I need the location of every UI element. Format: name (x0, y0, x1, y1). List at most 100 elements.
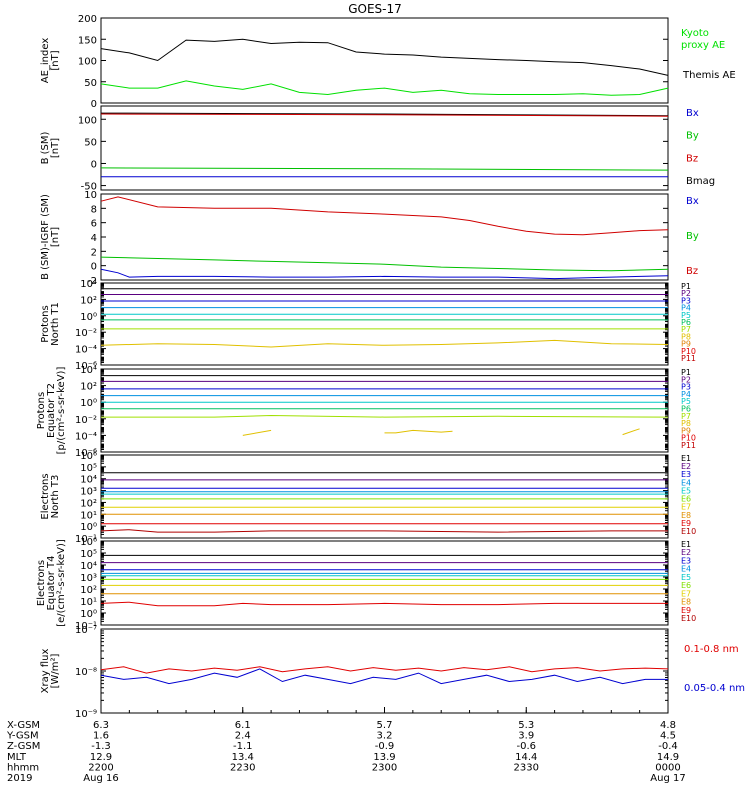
y-tick-label: 100 (78, 115, 97, 126)
x-row-label: Y-GSM (6, 731, 39, 742)
x-tick-value: 13.9 (373, 752, 395, 763)
series-line-bmag (100, 112, 669, 117)
x-tick-value: 3.9 (518, 731, 534, 742)
series-line-by (100, 256, 669, 272)
y-axis-label: [e/(cm²-s-sr-keV)] (56, 539, 67, 627)
legend-item: P5 (681, 397, 691, 406)
y-axis-label: Xray flux (40, 649, 51, 694)
y-axis-label: [nT] (50, 227, 61, 247)
y-tick-label: 10⁰ (80, 609, 97, 620)
y-tick-label: 0 (91, 99, 97, 110)
x-tick-value: 6.1 (235, 720, 251, 731)
x-tick-value: 13.4 (232, 752, 254, 763)
legend-item: E1 (681, 454, 691, 463)
panel-bdiff: 10 8 6 4 2 0 -2 B (SM)-IGRF (SM) [nT] Bx By Bz (40, 190, 699, 287)
y-tick-label: 4 (91, 233, 97, 244)
y-tick-label: 10³ (80, 487, 97, 498)
legend-item: Bx (686, 196, 699, 207)
y-tick-label: 10⁶ (80, 537, 97, 548)
legend-item: E1 (681, 540, 691, 549)
legend-item: E10 (681, 527, 696, 536)
y-tick-label: 10⁰ (80, 522, 97, 533)
legend-item: By (686, 231, 699, 242)
legend-item: Kyoto (681, 28, 709, 39)
x-tick-value: 2300 (372, 762, 397, 773)
legend-item: Bz (686, 266, 698, 277)
legend-item: P11 (681, 441, 696, 450)
y-tick-label: 10⁵ (80, 463, 97, 474)
y-tick-label: 10⁴ (80, 365, 97, 376)
x-tick-value: 14.9 (657, 752, 679, 763)
y-tick-label: 10⁻² (75, 328, 97, 339)
x-tick-value: -0.6 (516, 741, 536, 752)
series-line-bz (100, 113, 669, 117)
panel-frame (100, 17, 669, 104)
y-tick-label: 10² (80, 295, 97, 306)
x-tick-value: 4.8 (660, 720, 676, 731)
series-line-by (100, 167, 669, 171)
legend-item: E5 (681, 486, 691, 495)
x-tick-value: -0.9 (375, 741, 395, 752)
y-tick-label: 150 (78, 35, 97, 46)
y-tick-label: 10⁻⁶ (75, 448, 97, 459)
legend-item: P1 (681, 368, 691, 377)
legend-item: P9 (681, 340, 691, 349)
series-line-p7 (101, 414, 669, 418)
y-tick-label: -2 (87, 276, 97, 287)
panel-frame (100, 193, 669, 281)
x-tick-value: 1.6 (93, 731, 109, 742)
x-tick-value: Aug 16 (83, 773, 118, 784)
x-row-label: 2019 (7, 773, 32, 784)
x-row-label: X-GSM (7, 720, 40, 731)
legend-item: proxy AE (681, 40, 725, 51)
y-tick-label: 0 (91, 262, 97, 273)
y-axis-label: B (SM)-IGRF (SM) (40, 194, 51, 280)
y-axis-label: [W/m²] (50, 653, 61, 688)
panel-frame (100, 282, 669, 366)
y-axis-label: Equator T4 (46, 556, 57, 611)
panel-xray: 10⁻⁷ 10⁻⁸ 10⁻⁹ Xray flux [W/m²] 0.1-0.8 nm 0.0… (40, 625, 745, 720)
y-tick-label: 10 (84, 190, 97, 201)
x-tick-value: -0.4 (658, 741, 678, 752)
legend-item: P3 (681, 296, 691, 305)
legend-item: P10 (681, 434, 696, 443)
series-line-bz (100, 196, 669, 236)
x-tick-value: 12.9 (90, 752, 112, 763)
legend-item: P2 (681, 289, 691, 298)
x-tick-value: 4.5 (660, 731, 676, 742)
panel-frame (100, 454, 669, 539)
y-tick-label: 10⁴ (80, 475, 97, 486)
x-tick-value: 14.4 (515, 752, 537, 763)
x-tick-value: 2200 (88, 762, 113, 773)
panel-pe: 10⁴ 10² 10⁰ 10⁻² 10⁻⁴ 10⁻⁶ Protons Equator T2 [p… (36, 365, 696, 459)
x-tick-value: 2330 (514, 762, 539, 773)
x-row-label: MLT (7, 752, 27, 763)
legend-item: E4 (681, 478, 691, 487)
legend-item: Bx (686, 108, 699, 119)
legend-item: By (686, 131, 699, 142)
y-tick-label: 10⁻⁴ (75, 431, 97, 442)
series-line-p8 (100, 339, 669, 348)
legend-item: E7 (681, 589, 691, 598)
y-axis-label: North T1 (50, 302, 61, 346)
x-tick-value: Aug 17 (650, 773, 685, 784)
y-tick-label: 10⁻¹ (75, 621, 97, 632)
series-line-e10 (100, 529, 668, 533)
legend-item: P8 (681, 332, 691, 341)
x-row-label: hhmm (7, 762, 39, 773)
series-line-kyoto-proxy-ae (100, 80, 669, 96)
y-tick-label: 50 (84, 78, 97, 89)
panel-frame (100, 540, 669, 626)
y-tick-label: 10⁻² (75, 415, 97, 426)
y-axis-label: B (SM) (40, 131, 51, 164)
y-tick-label: 200 (78, 14, 97, 25)
y-axis-label: Equator T2 (46, 383, 57, 438)
y-tick-label: 6 (91, 219, 97, 230)
legend-item: P11 (681, 354, 696, 363)
legend-item: P4 (681, 304, 691, 313)
legend-item: Bmag (686, 176, 715, 187)
x-tick-value: 2.4 (235, 731, 251, 742)
x-tick-value: 0000 (655, 762, 680, 773)
